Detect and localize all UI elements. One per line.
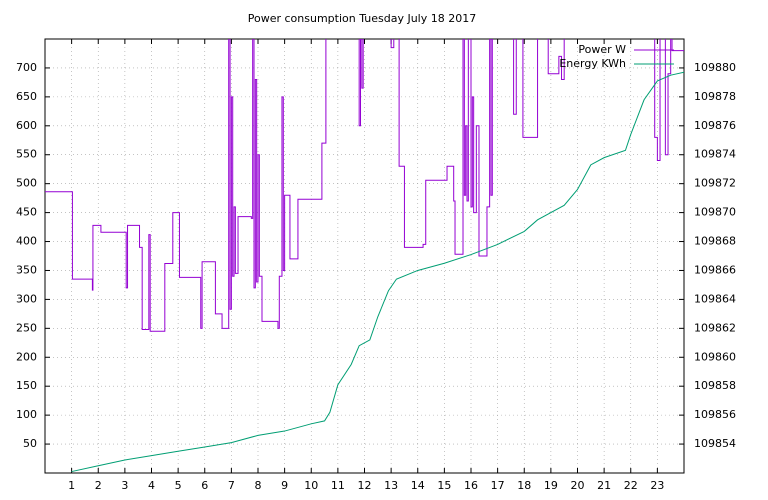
x-tick-label: 8	[255, 479, 262, 492]
y2-tick-label: 109860	[694, 350, 736, 363]
y-tick-label: 300	[16, 292, 37, 305]
y2-tick-label: 109854	[694, 437, 736, 450]
y-tick-label: 500	[16, 177, 37, 190]
y2-tick-label: 109866	[694, 263, 736, 276]
y-tick-label: 400	[16, 235, 37, 248]
y2-tick-label: 109862	[694, 321, 736, 334]
series-line	[45, 39, 684, 332]
x-tick-label: 23	[650, 479, 664, 492]
x-tick-label: 14	[411, 479, 425, 492]
x-tick-label: 17	[491, 479, 505, 492]
y-tick-label: 550	[16, 148, 37, 161]
plot-area	[45, 39, 684, 473]
y-tick-label: 250	[16, 321, 37, 334]
x-tick-label: 6	[201, 479, 208, 492]
y-tick-label: 150	[16, 379, 37, 392]
y-tick-label: 650	[16, 90, 37, 103]
legend-label: Power W	[578, 43, 626, 56]
y2-tick-label: 109880	[694, 61, 736, 74]
x-tick-label: 19	[544, 479, 558, 492]
y-tick-label: 100	[16, 408, 37, 421]
x-tick-label: 10	[304, 479, 318, 492]
x-tick-label: 1	[68, 479, 75, 492]
y2-tick-label: 109868	[694, 235, 736, 248]
x-tick-label: 13	[384, 479, 398, 492]
x-tick-label: 3	[121, 479, 128, 492]
y-tick-label: 350	[16, 263, 37, 276]
series-line	[71, 71, 684, 473]
x-tick-label: 2	[95, 479, 102, 492]
y-tick-label: 50	[23, 437, 37, 450]
x-tick-label: 16	[464, 479, 478, 492]
y2-tick-label: 109878	[694, 90, 736, 103]
y2-tick-label: 109864	[694, 292, 736, 305]
x-tick-label: 5	[175, 479, 182, 492]
y2-tick-label: 109858	[694, 379, 736, 392]
x-tick-label: 9	[281, 479, 288, 492]
legend-label: Energy KWh	[559, 57, 626, 70]
x-tick-label: 18	[517, 479, 531, 492]
y2-tick-label: 109872	[694, 177, 736, 190]
y-tick-label: 450	[16, 206, 37, 219]
chart-title: Power consumption Tuesday July 18 2017	[248, 12, 477, 25]
y2-tick-label: 109870	[694, 206, 736, 219]
x-tick-label: 12	[358, 479, 372, 492]
y2-tick-label: 109874	[694, 148, 736, 161]
y2-tick-label: 109876	[694, 119, 736, 132]
x-tick-label: 22	[624, 479, 638, 492]
y-tick-label: 200	[16, 350, 37, 363]
x-tick-label: 11	[331, 479, 345, 492]
y-tick-label: 700	[16, 61, 37, 74]
y2-tick-label: 109856	[694, 408, 736, 421]
x-tick-label: 4	[148, 479, 155, 492]
x-tick-label: 7	[228, 479, 235, 492]
x-tick-label: 20	[571, 479, 585, 492]
x-tick-label: 15	[437, 479, 451, 492]
y-tick-label: 600	[16, 119, 37, 132]
x-tick-label: 21	[597, 479, 611, 492]
plot-border	[44, 38, 685, 474]
